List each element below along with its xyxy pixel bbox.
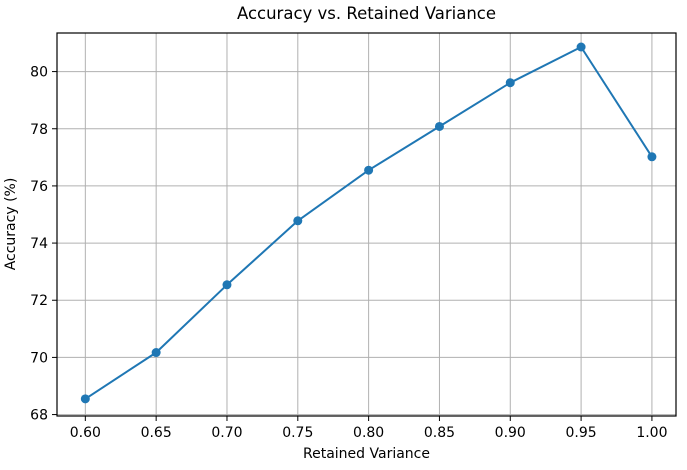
data-point <box>434 121 444 131</box>
data-point <box>151 348 161 358</box>
plot-border <box>56 32 677 417</box>
x-tick-label: 0.85 <box>424 425 455 441</box>
y-tick-label: 80 <box>30 65 48 81</box>
y-tick-label: 68 <box>30 408 48 424</box>
x-tick-label: 0.95 <box>566 425 597 441</box>
y-tick-label: 74 <box>30 236 48 252</box>
x-tick-label: 1.00 <box>636 425 667 441</box>
y-tick-label: 78 <box>30 122 48 138</box>
y-tick-label: 70 <box>30 350 48 366</box>
x-axis-label: Retained Variance <box>303 446 430 462</box>
data-point <box>505 78 515 88</box>
data-point <box>222 280 232 290</box>
chart-title: Accuracy vs. Retained Variance <box>236 4 497 23</box>
y-tick-label: 76 <box>30 179 48 195</box>
x-tick-label: 0.75 <box>282 425 313 441</box>
x-tick-label: 0.65 <box>141 425 172 441</box>
x-tick-label: 0.90 <box>495 425 526 441</box>
data-point <box>364 165 374 175</box>
data-point <box>80 394 90 404</box>
data-point <box>647 152 657 162</box>
data-point <box>576 42 586 52</box>
x-tick-label: 0.80 <box>353 425 384 441</box>
data-point <box>293 216 303 226</box>
y-tick-label: 72 <box>30 293 48 309</box>
y-axis-label: Accuracy (%) <box>3 177 19 271</box>
x-tick-label: 0.70 <box>211 425 242 441</box>
x-tick-label: 0.60 <box>70 425 101 441</box>
